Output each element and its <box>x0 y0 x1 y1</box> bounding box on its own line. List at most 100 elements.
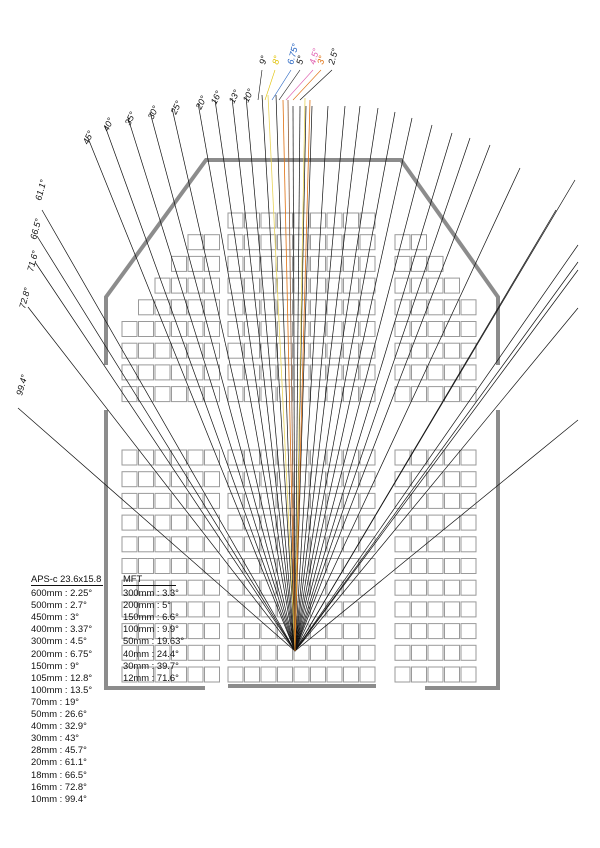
window <box>260 644 277 661</box>
window <box>444 492 460 509</box>
window <box>394 623 411 640</box>
window <box>244 536 260 553</box>
window <box>138 342 154 359</box>
window <box>187 579 204 596</box>
window <box>310 321 326 337</box>
window <box>244 514 260 531</box>
window <box>326 666 343 683</box>
window <box>204 558 220 574</box>
window <box>427 536 444 553</box>
window <box>244 299 260 316</box>
window <box>227 644 244 661</box>
view-ray <box>294 124 433 652</box>
window <box>154 364 171 381</box>
window <box>343 386 359 403</box>
window <box>204 255 220 272</box>
window <box>204 449 220 466</box>
window <box>260 255 277 272</box>
window <box>394 364 411 381</box>
window <box>277 321 293 337</box>
window <box>227 234 244 251</box>
view-ray <box>294 137 471 652</box>
window <box>343 342 359 359</box>
window <box>187 666 204 683</box>
window <box>227 386 244 403</box>
window <box>411 255 427 272</box>
window <box>343 514 359 531</box>
window <box>411 471 427 488</box>
window <box>394 579 411 596</box>
window <box>343 623 359 640</box>
window <box>121 558 138 574</box>
window <box>310 299 326 316</box>
view-ray <box>294 244 579 652</box>
window <box>260 579 277 596</box>
window <box>359 514 376 531</box>
angle-label: 13° <box>227 88 242 105</box>
angle-label: 71.6° <box>25 249 40 272</box>
view-ray <box>34 261 296 652</box>
window <box>138 514 154 531</box>
window <box>343 579 359 596</box>
window <box>244 644 260 661</box>
aps-c-legend-row: 70mm : 19° <box>31 695 80 707</box>
angle-label: 66.5° <box>28 217 43 240</box>
window <box>444 558 460 574</box>
window <box>411 558 427 574</box>
label-leader-line <box>285 69 314 101</box>
window <box>227 277 244 294</box>
window <box>411 234 427 251</box>
angle-label: 99.4° <box>14 373 29 396</box>
window <box>310 579 326 596</box>
window <box>121 666 138 683</box>
window <box>460 514 477 531</box>
window <box>204 342 220 359</box>
window <box>227 364 244 381</box>
window <box>187 492 204 509</box>
window <box>187 255 204 272</box>
window <box>187 364 204 381</box>
window <box>138 471 154 488</box>
window <box>359 492 376 509</box>
mft-legend: MFT 300mm : 3.3° 200mm : 5° 150mm : 6.6° 10… <box>123 573 184 684</box>
window <box>411 321 427 337</box>
window <box>326 492 343 509</box>
window <box>138 449 154 466</box>
window <box>138 492 154 509</box>
window <box>293 364 310 381</box>
window <box>444 536 460 553</box>
window <box>326 514 343 531</box>
aps-c-legend-row: 100mm : 13.5° <box>31 683 93 695</box>
window <box>204 277 220 294</box>
window <box>154 342 171 359</box>
window <box>171 255 187 272</box>
window <box>154 558 171 574</box>
aps-c-legend-row: 500mm : 2.7° <box>31 599 87 611</box>
window <box>359 299 376 316</box>
window <box>326 449 343 466</box>
window <box>359 342 376 359</box>
window <box>204 234 220 251</box>
angle-label-top: 8° <box>270 54 282 65</box>
window <box>394 386 411 403</box>
window <box>310 364 326 381</box>
angle-label: 35° <box>123 110 138 127</box>
view-ray <box>127 117 296 652</box>
angle-label-top: 3° <box>315 54 327 65</box>
window <box>277 644 293 661</box>
window <box>227 579 244 596</box>
window <box>326 364 343 381</box>
view-ray <box>294 105 346 652</box>
view-ray <box>17 407 296 652</box>
view-ray <box>231 97 296 652</box>
window <box>394 558 411 574</box>
view-ray <box>294 107 379 652</box>
window <box>171 579 187 596</box>
window <box>138 386 154 403</box>
window <box>171 623 187 640</box>
window <box>343 234 359 251</box>
window <box>427 364 444 381</box>
angle-label: 45° <box>81 129 96 146</box>
window <box>411 364 427 381</box>
view-ray <box>294 144 491 652</box>
